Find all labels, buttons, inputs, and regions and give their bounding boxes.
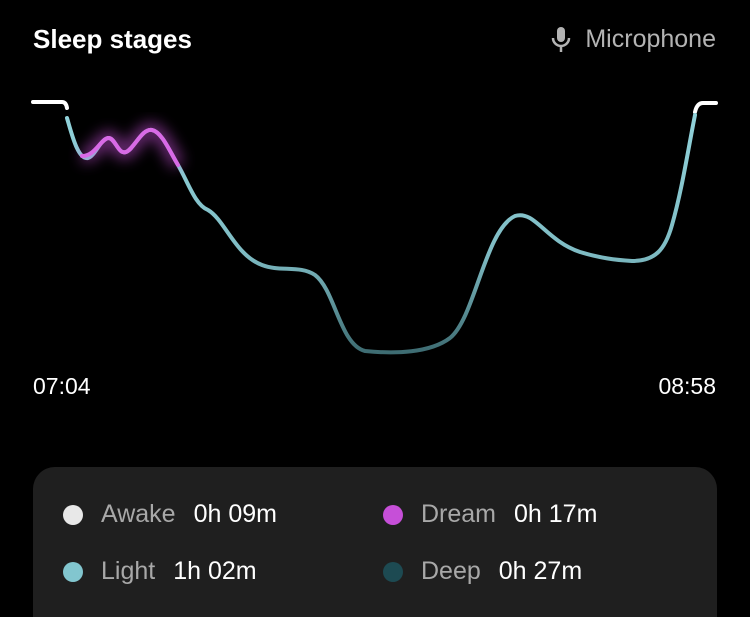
legend-dot [63,504,83,525]
stage-name: Light [101,557,156,585]
hypnogram [31,100,718,355]
awake-segment [31,100,69,110]
source-label: Microphone [585,25,716,53]
legend-dot [63,561,83,582]
stage-duration: 0h 09m [193,500,277,528]
awake-segment [693,101,718,114]
legend-item: Light 1h 02m [63,557,257,586]
dream-segment [80,127,180,167]
stage-name: Awake [101,500,176,528]
legend-dot [383,561,403,582]
legend-item: Awake 0h 09m [63,500,277,529]
source-button[interactable]: Microphone [551,25,716,54]
stage-name: Dream [421,500,497,528]
legend-item: Deep 0h 27m [383,557,582,586]
mic-icon [552,26,571,52]
title: Sleep stages [33,24,192,54]
stage-duration: 1h 02m [173,557,257,585]
stage-duration: 0h 17m [514,500,598,528]
start-time: 07:04 [33,373,91,399]
legend-item: Dream 0h 17m [383,500,597,529]
end-time: 08:58 [658,373,716,399]
sleep-curve [65,113,697,355]
stage-name: Deep [421,557,481,585]
stage-duration: 0h 27m [498,557,583,585]
legend-card: Awake 0h 09m Dream 0h 17m Light 1h 02m Deep 0h … [33,467,717,617]
legend-dot [383,504,403,525]
